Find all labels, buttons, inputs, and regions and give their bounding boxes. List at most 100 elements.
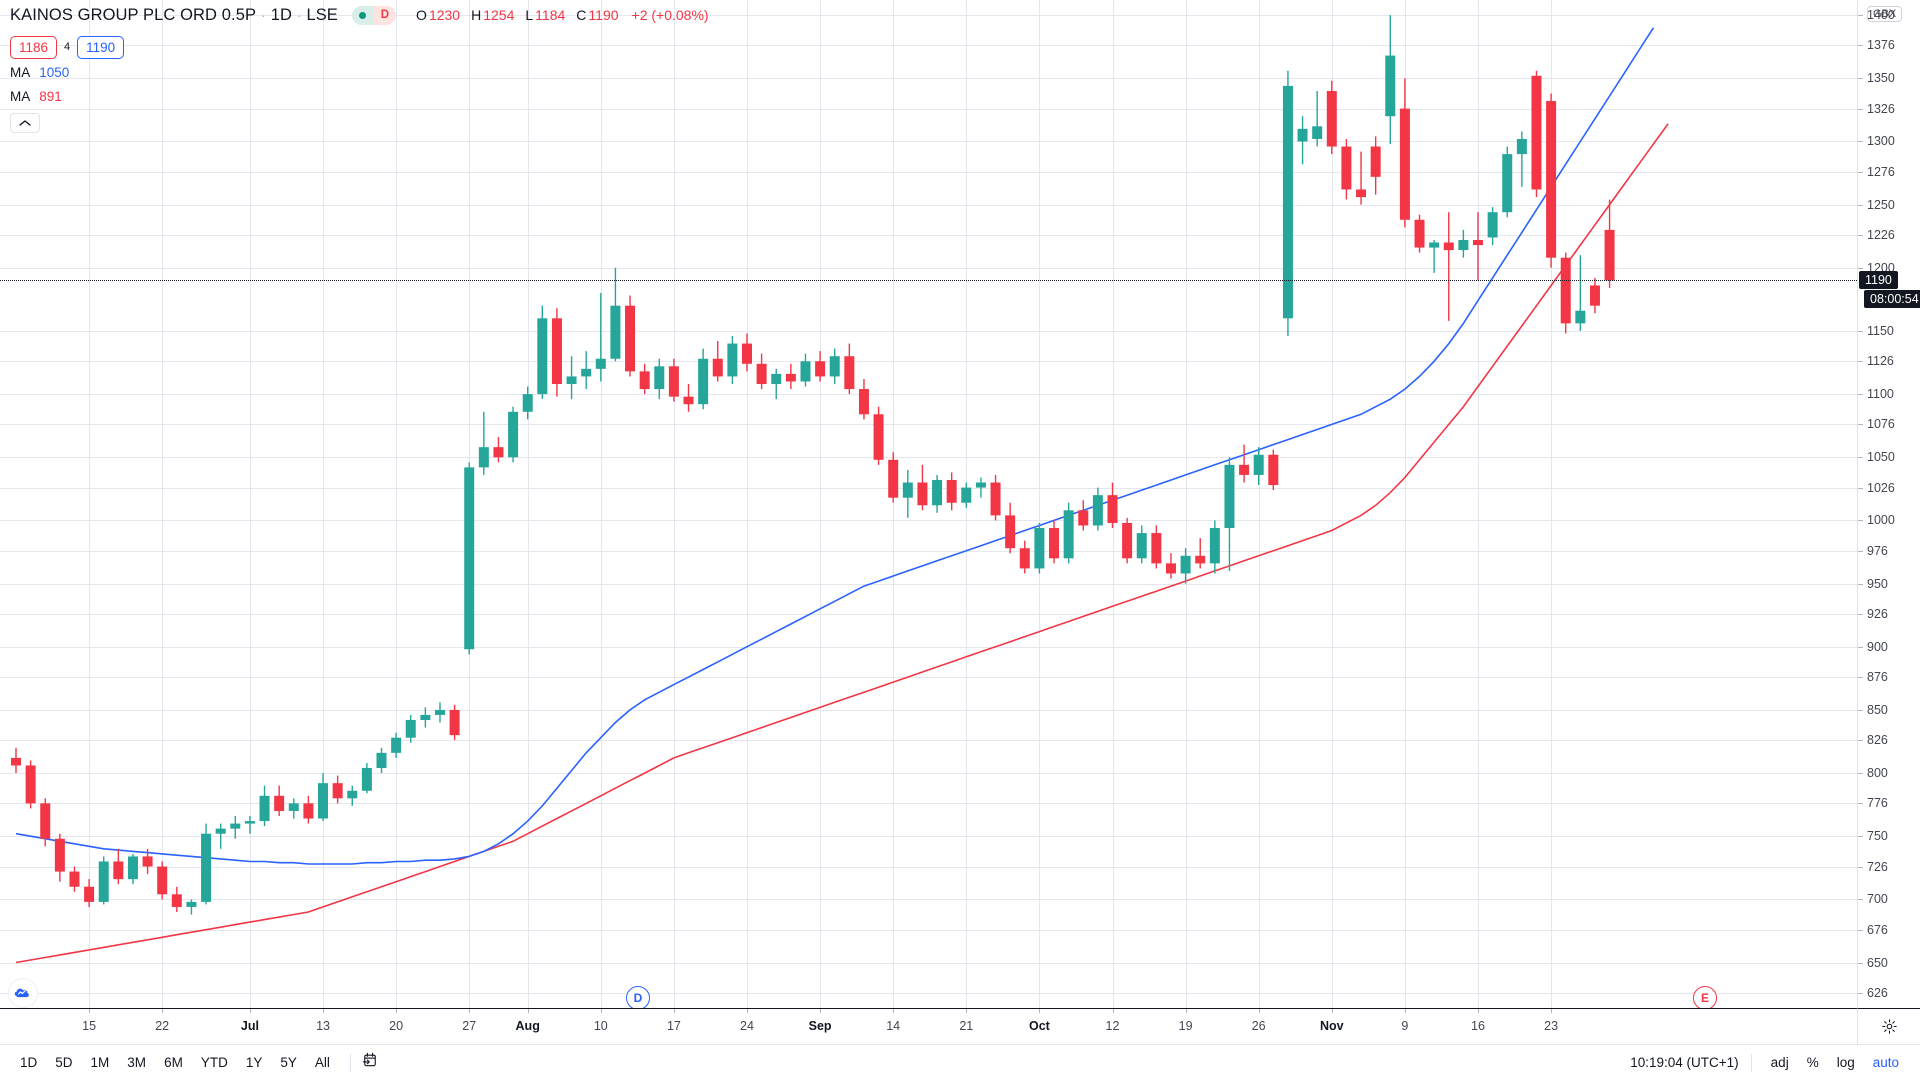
ma-row-1[interactable]: MA 1050 <box>10 62 709 83</box>
grid-line-horizontal <box>0 361 1857 363</box>
candlestick <box>69 866 80 892</box>
tradingview-logo-icon[interactable] <box>8 978 38 1008</box>
candlestick <box>1209 520 1220 574</box>
scale-option-percent[interactable]: % <box>1806 1054 1819 1070</box>
candle-body <box>508 411 519 458</box>
candlestick <box>11 747 21 774</box>
candlestick <box>361 762 372 794</box>
grid-line-vertical <box>1404 0 1406 1008</box>
time-axis-label: 27 <box>462 1019 477 1033</box>
candlestick <box>1019 540 1030 574</box>
price-axis-tick <box>1858 773 1863 775</box>
candle-body <box>1473 240 1483 246</box>
chart-settings-button[interactable] <box>1857 1008 1920 1044</box>
market-status-badge[interactable]: D <box>351 5 397 25</box>
event-marker-dividend[interactable]: D <box>626 986 650 1008</box>
legend-collapse-button[interactable] <box>10 113 40 133</box>
price-axis-tick <box>1858 108 1863 110</box>
candlestick <box>873 406 884 465</box>
price-axis-tick <box>1858 234 1863 236</box>
symbol-row[interactable]: KAINOS GROUP PLC ORD 0.5P · 1D · LSE D O… <box>10 4 709 26</box>
time-axis-tick <box>600 1009 602 1013</box>
price-axis-label: 1376 <box>1867 38 1895 53</box>
candlestick <box>1312 90 1323 147</box>
range-button-5y[interactable]: 5Y <box>280 1054 297 1070</box>
candlestick <box>1516 131 1527 187</box>
candlestick <box>376 747 387 774</box>
go-to-date-button[interactable] <box>361 1051 379 1074</box>
candlestick <box>829 348 840 384</box>
range-button-5d[interactable]: 5D <box>55 1054 73 1070</box>
chart-canvas-area[interactable]: KAINOS GROUP PLC ORD 0.5P · 1D · LSE D O… <box>0 0 1857 1008</box>
candlestick <box>1443 212 1454 321</box>
price-axis-tick <box>1858 457 1863 459</box>
exchange-label[interactable]: LSE <box>306 5 338 24</box>
high-key: H <box>471 7 482 23</box>
price-badge-row: 1186 4 1190 <box>10 35 709 59</box>
candlestick <box>274 785 285 816</box>
candle-body <box>712 358 723 377</box>
symbol-title[interactable]: KAINOS GROUP PLC ORD 0.5P <box>10 5 257 24</box>
clock-label[interactable]: 10:19:04 (UTC+1) <box>1630 1055 1739 1070</box>
candlestick <box>318 773 329 822</box>
range-button-all[interactable]: All <box>314 1054 330 1070</box>
badge-low-price[interactable]: 1186 <box>10 35 58 59</box>
range-button-group: 1D 5D 1M 3M 6M YTD 1Y 5Y All <box>12 1054 340 1072</box>
timeframe-label[interactable]: 1D <box>270 5 292 24</box>
price-axis-tick <box>1858 836 1863 838</box>
candle-body <box>1604 229 1615 281</box>
grid-line-vertical <box>162 0 164 1008</box>
candle-body <box>1458 240 1469 251</box>
range-button-6m[interactable]: 6M <box>164 1054 183 1070</box>
price-axis-tick <box>1858 330 1863 332</box>
current-price-tag: 1190 <box>1859 271 1898 290</box>
scale-option-adj[interactable]: adj <box>1770 1054 1789 1070</box>
price-axis-label: 926 <box>1867 606 1888 621</box>
candle-body <box>1180 555 1191 574</box>
toolbar-divider-1 <box>349 1053 351 1072</box>
scale-option-log[interactable]: log <box>1836 1054 1855 1070</box>
bottom-right-controls: 10:19:04 (UTC+1) adj% log auto <box>1630 1053 1908 1072</box>
candle-body <box>1575 310 1586 324</box>
candlestick <box>551 308 562 397</box>
candle-body <box>157 866 168 895</box>
candle-body <box>522 394 533 412</box>
chart-grid <box>0 0 1857 1008</box>
candle-body <box>376 752 387 768</box>
scale-option-auto[interactable]: auto <box>1872 1054 1899 1070</box>
candle-body <box>1399 108 1410 220</box>
candle-body <box>186 901 197 907</box>
candlestick <box>1282 70 1293 336</box>
candlestick <box>1385 15 1396 144</box>
candle-body <box>478 447 489 468</box>
candlestick <box>54 833 65 882</box>
range-button-1d[interactable]: 1D <box>20 1054 38 1070</box>
ma-row-2[interactable]: MA 891 <box>10 86 709 107</box>
candle-body <box>742 343 752 364</box>
range-button-3m[interactable]: 3M <box>127 1054 147 1070</box>
candle-body <box>625 305 636 372</box>
range-button-ytd[interactable]: YTD <box>200 1054 228 1070</box>
candle-body <box>1370 146 1381 177</box>
candle-body <box>449 709 460 736</box>
currency-unit-badge[interactable]: GBX <box>1867 6 1903 22</box>
candle-body <box>25 765 36 804</box>
candle-body <box>1282 85 1293 319</box>
price-change: +2 (+0.08%) <box>631 7 709 23</box>
candle-body <box>639 371 650 390</box>
time-axis-tick <box>89 1009 91 1013</box>
grid-line-horizontal <box>0 836 1857 838</box>
grid-line-vertical <box>1331 0 1333 1008</box>
event-marker-earnings[interactable]: E <box>1693 986 1717 1008</box>
candlestick <box>844 343 855 395</box>
price-axis-label: 1150 <box>1867 323 1894 338</box>
range-button-1m[interactable]: 1M <box>90 1054 110 1070</box>
time-axis-tick <box>469 1009 471 1013</box>
time-axis[interactable]: 15 22 Jul 13 20 27 Aug 10 17 24 Sep 14 21 Oct 12 19 26 No… <box>0 1008 1857 1044</box>
time-axis-label: 21 <box>959 1019 974 1033</box>
candle-body <box>1209 528 1220 564</box>
range-button-1y[interactable]: 1Y <box>245 1054 263 1070</box>
price-axis[interactable]: GBX 1190 08:00:54 1400 1376 1350 1326 1300 12… <box>1857 0 1920 1008</box>
badge-high-price[interactable]: 1190 <box>77 35 125 59</box>
candlestick <box>1195 538 1206 569</box>
